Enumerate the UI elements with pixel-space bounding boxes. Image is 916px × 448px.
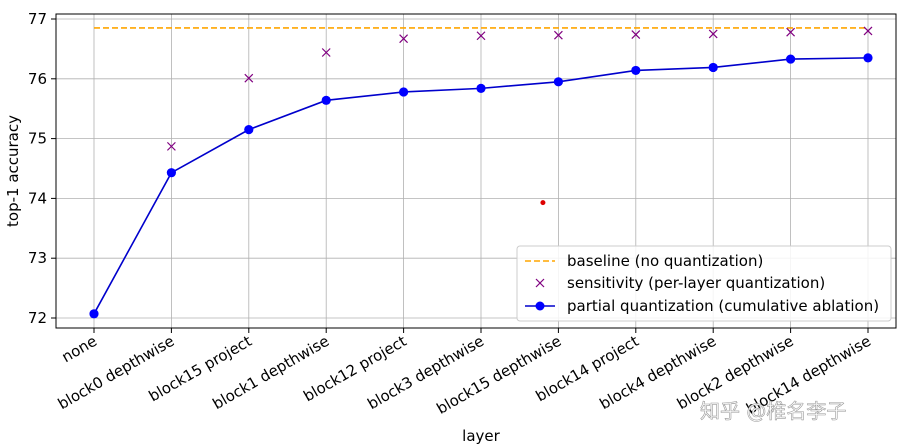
sensitivity-marker-stroke [708, 29, 718, 39]
series-layer [89, 26, 873, 319]
sensitivity-marker-stroke [631, 30, 641, 39]
sensitivity-marker [553, 30, 563, 40]
legend-baseline-label: baseline (no quantization) [567, 252, 763, 270]
partial-quantization-point [863, 53, 873, 63]
legend-sensitivity-swatch [535, 278, 545, 288]
y-tick-label: 76 [28, 70, 47, 88]
y-ticks: 72 73 74 75 76 77 [28, 10, 56, 327]
partial-quantization-point [399, 87, 409, 97]
partial-quantization-point [786, 54, 796, 64]
sensitivity-marker-stroke [321, 48, 331, 57]
sensitivity-marker-stroke [553, 30, 563, 40]
legend-box [516, 245, 892, 322]
legend-partial-dot-swatch [535, 301, 545, 311]
y-tick-label: 72 [28, 309, 47, 327]
partial-quantization-point [476, 83, 486, 93]
red-dot-annotation [540, 200, 546, 206]
sensitivity-marker [863, 26, 873, 36]
sensitivity-marker-stroke [244, 73, 254, 83]
x-axis-label: layer [462, 427, 500, 445]
sensitivity-marker [476, 31, 486, 41]
y-tick-label: 77 [28, 10, 47, 28]
sensitivity-marker [244, 73, 254, 83]
x-tick-label: block15 depthwise [433, 332, 564, 418]
partial-quantization-point [321, 95, 331, 105]
y-tick-label: 75 [28, 130, 47, 148]
watermark: 知乎 @椎名李子 [700, 399, 846, 423]
sensitivity-marker [708, 29, 718, 39]
sensitivity-marker-stroke [166, 141, 176, 151]
y-axis-label: top-1 accuracy [4, 115, 22, 227]
partial-quantization-point [553, 77, 564, 87]
legend-partial-label: partial quantization (cumulative ablatio… [567, 297, 879, 315]
partial-quantization-point [244, 125, 254, 135]
sensitivity-marker-stroke [476, 31, 486, 41]
sensitivity-marker-stroke [786, 27, 796, 37]
legend-sensitivity-label: sensitivity (per-layer quantization) [567, 274, 825, 292]
sensitivity-marker-stroke [399, 34, 409, 44]
y-tick-label: 73 [28, 249, 47, 267]
plot-frame [55, 13, 897, 329]
x-tick-label: none [59, 332, 100, 366]
sensitivity-marker [786, 27, 796, 37]
partial-quantization-point [166, 168, 176, 178]
legend: baseline (no quantization) sensitivity (… [516, 245, 892, 322]
sensitivity-marker [399, 34, 409, 44]
sensitivity-marker [321, 48, 331, 57]
sensitivity-marker [631, 30, 641, 39]
sensitivity-marker [166, 141, 176, 151]
partial-quantization-point [89, 309, 99, 319]
y-tick-label: 74 [28, 189, 47, 207]
sensitivity-marker-stroke [863, 26, 873, 36]
partial-quantization-point [631, 65, 641, 76]
partial-quantization-point [708, 62, 718, 73]
